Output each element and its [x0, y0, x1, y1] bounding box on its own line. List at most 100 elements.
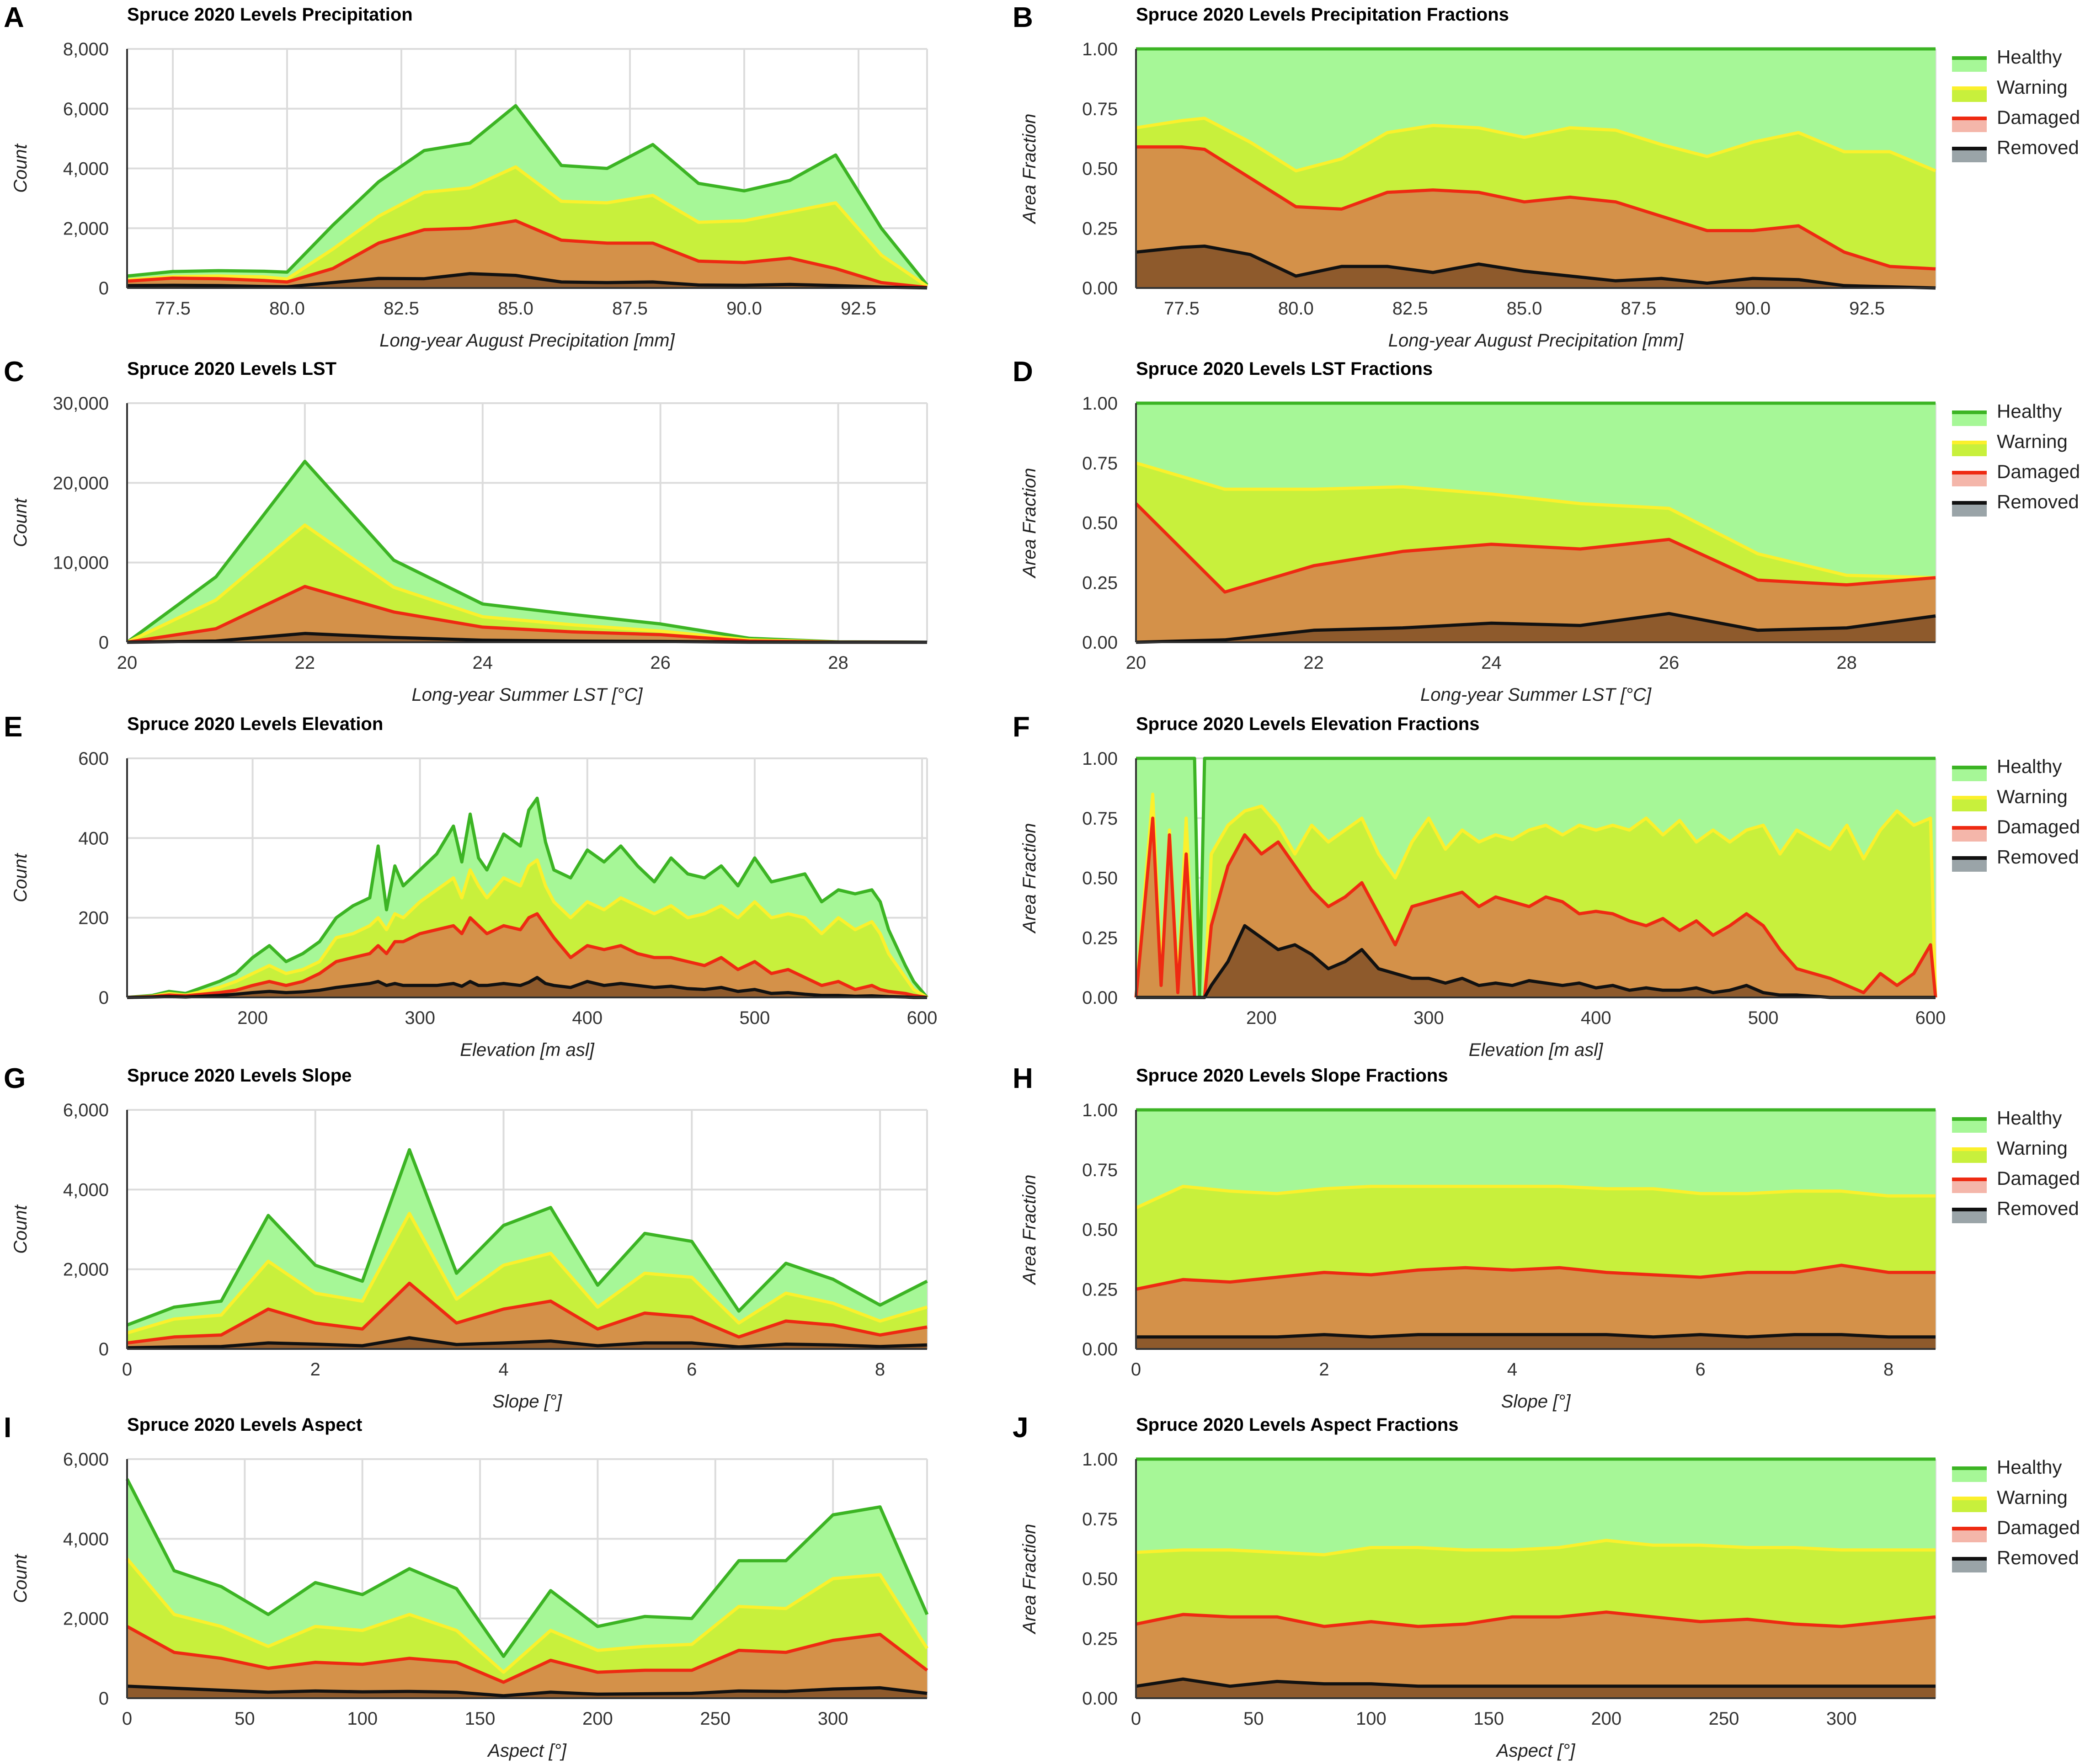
series-line-damaged — [126, 1625, 928, 1684]
panel-letter: D — [1013, 356, 1033, 388]
legend-label: Damaged — [1997, 461, 2080, 482]
legend-swatch — [1952, 1119, 1987, 1133]
area-damaged — [1136, 1612, 1936, 1698]
legend-swatch — [1952, 88, 1987, 102]
legend-swatch — [1952, 1559, 1987, 1572]
series-line-warning — [1136, 461, 1936, 580]
y-tick-label: 0.75 — [1082, 1509, 1118, 1530]
y-tick-label: 0 — [99, 278, 109, 298]
y-tick-label: 1.00 — [1082, 394, 1118, 414]
y-axis-label: Count — [11, 853, 31, 902]
series-line-warning — [1134, 793, 1937, 999]
series-line-damaged — [127, 219, 928, 289]
y-tick-label: 4,000 — [63, 1180, 109, 1200]
series-line-removed — [1136, 1677, 1936, 1688]
chart-panel-j: J Spruce 2020 Levels Aspect Fractions 0 50 1… — [1013, 1412, 2080, 1761]
legend-item-healthy: Healthy — [1952, 1107, 2062, 1133]
area-removed — [1136, 1334, 1936, 1349]
y-tick-label: 2,000 — [63, 219, 109, 239]
x-tick-label: 22 — [1303, 653, 1324, 673]
y-tick-label: 0.50 — [1082, 869, 1118, 889]
x-tick-label: 0 — [122, 1359, 132, 1380]
y-axis-label: Count — [11, 1204, 31, 1254]
x-tick-label: 0 — [1131, 1709, 1141, 1729]
y-tick-label: 400 — [78, 828, 109, 848]
x-tick-label: 500 — [1748, 1008, 1779, 1028]
x-tick-label: 200 — [1246, 1008, 1277, 1028]
legend-item-damaged: Damaged — [1952, 1517, 2080, 1542]
series-line-warning — [1136, 117, 1936, 173]
x-tick-label: 82.5 — [384, 298, 419, 319]
x-tick-label: 100 — [1356, 1709, 1387, 1729]
x-tick-label: 200 — [1591, 1709, 1621, 1729]
x-tick-label: 300 — [1413, 1008, 1444, 1028]
legend: Healthy Warning Damaged Removed — [1952, 756, 2080, 872]
series-line-healthy — [125, 1478, 929, 1658]
x-tick-label: 85.0 — [1507, 298, 1542, 319]
y-axis-label: Area Fraction — [1019, 823, 1040, 933]
area-removed — [1136, 246, 1936, 288]
series-line-warning — [1136, 1539, 1936, 1556]
chart-title: Spruce 2020 Levels Aspect — [127, 1415, 362, 1435]
legend-label: Warning — [1997, 1137, 2068, 1159]
legend-item-removed: Removed — [1952, 1198, 2079, 1223]
x-tick-label: 0 — [122, 1709, 132, 1729]
legend-item-damaged: Damaged — [1952, 107, 2080, 132]
area-damaged — [1136, 147, 1936, 288]
legend-swatch — [1952, 58, 1987, 72]
series-line-removed — [127, 272, 928, 290]
legend-swatch — [1952, 118, 1987, 132]
legend-item-warning: Warning — [1952, 786, 2068, 811]
legend-item-healthy: Healthy — [1952, 756, 2062, 781]
legend-swatch — [1952, 1468, 1987, 1482]
x-axis-label: Long-year Summer LST [°C] — [1420, 685, 1652, 705]
x-tick-label: 82.5 — [1392, 298, 1428, 319]
series-line-removed — [127, 975, 927, 999]
x-tick-label: 90.0 — [726, 298, 762, 319]
legend-swatch — [1952, 1210, 1987, 1223]
series-line-damaged — [1134, 816, 1937, 999]
legend-label: Warning — [1997, 786, 2068, 807]
area-removed — [127, 977, 927, 997]
legend-item-damaged: Damaged — [1952, 1167, 2080, 1193]
y-tick-label: 6,000 — [63, 1450, 109, 1470]
legend-label: Damaged — [1997, 107, 2080, 128]
panel-letter: H — [1013, 1063, 1033, 1094]
legend-swatch — [1952, 798, 1987, 811]
y-tick-label: 2,000 — [63, 1260, 109, 1280]
legend-swatch — [1952, 767, 1987, 781]
legend-swatch — [1952, 1498, 1987, 1512]
x-tick-label: 28 — [1836, 653, 1857, 673]
legend-swatch — [1952, 1149, 1987, 1163]
x-tick-label: 500 — [740, 1008, 770, 1028]
x-tick-label: 20 — [117, 653, 138, 673]
x-axis-label: Aspect [°] — [487, 1741, 567, 1761]
x-tick-label: 20 — [1126, 653, 1147, 673]
legend-label: Warning — [1997, 1487, 2068, 1508]
y-tick-label: 0.00 — [1082, 988, 1118, 1008]
series-line-damaged — [1136, 145, 1936, 271]
legend-swatch — [1952, 828, 1987, 842]
chart-title: Spruce 2020 Levels Slope — [127, 1066, 352, 1086]
x-tick-label: 87.5 — [1621, 298, 1656, 319]
series-line-removed — [1136, 245, 1936, 290]
y-tick-label: 1.00 — [1082, 749, 1118, 769]
x-tick-label: 150 — [465, 1709, 496, 1729]
x-tick-label: 24 — [473, 653, 493, 673]
y-tick-label: 0 — [99, 1339, 109, 1359]
legend-label: Healthy — [1997, 1107, 2062, 1129]
x-tick-label: 80.0 — [269, 298, 305, 319]
area-damaged — [1136, 818, 1936, 997]
x-tick-label: 26 — [1659, 653, 1680, 673]
x-tick-label: 8 — [875, 1359, 885, 1380]
x-tick-label: 100 — [347, 1709, 378, 1729]
y-axis-label: Count — [11, 1553, 31, 1603]
series-line-removed — [127, 1684, 928, 1698]
x-tick-label: 0 — [1131, 1359, 1141, 1380]
series-line-warning — [1135, 1184, 1936, 1210]
x-tick-label: 200 — [582, 1709, 613, 1729]
chart-panel-g: G Spruce 2020 Levels Slope 0 2 4 6 8 0 2,000 4,00… — [4, 1063, 928, 1412]
panel-letter: A — [4, 2, 24, 33]
legend: Healthy Warning Damaged Removed — [1952, 400, 2080, 517]
y-tick-label: 4,000 — [63, 1529, 109, 1549]
